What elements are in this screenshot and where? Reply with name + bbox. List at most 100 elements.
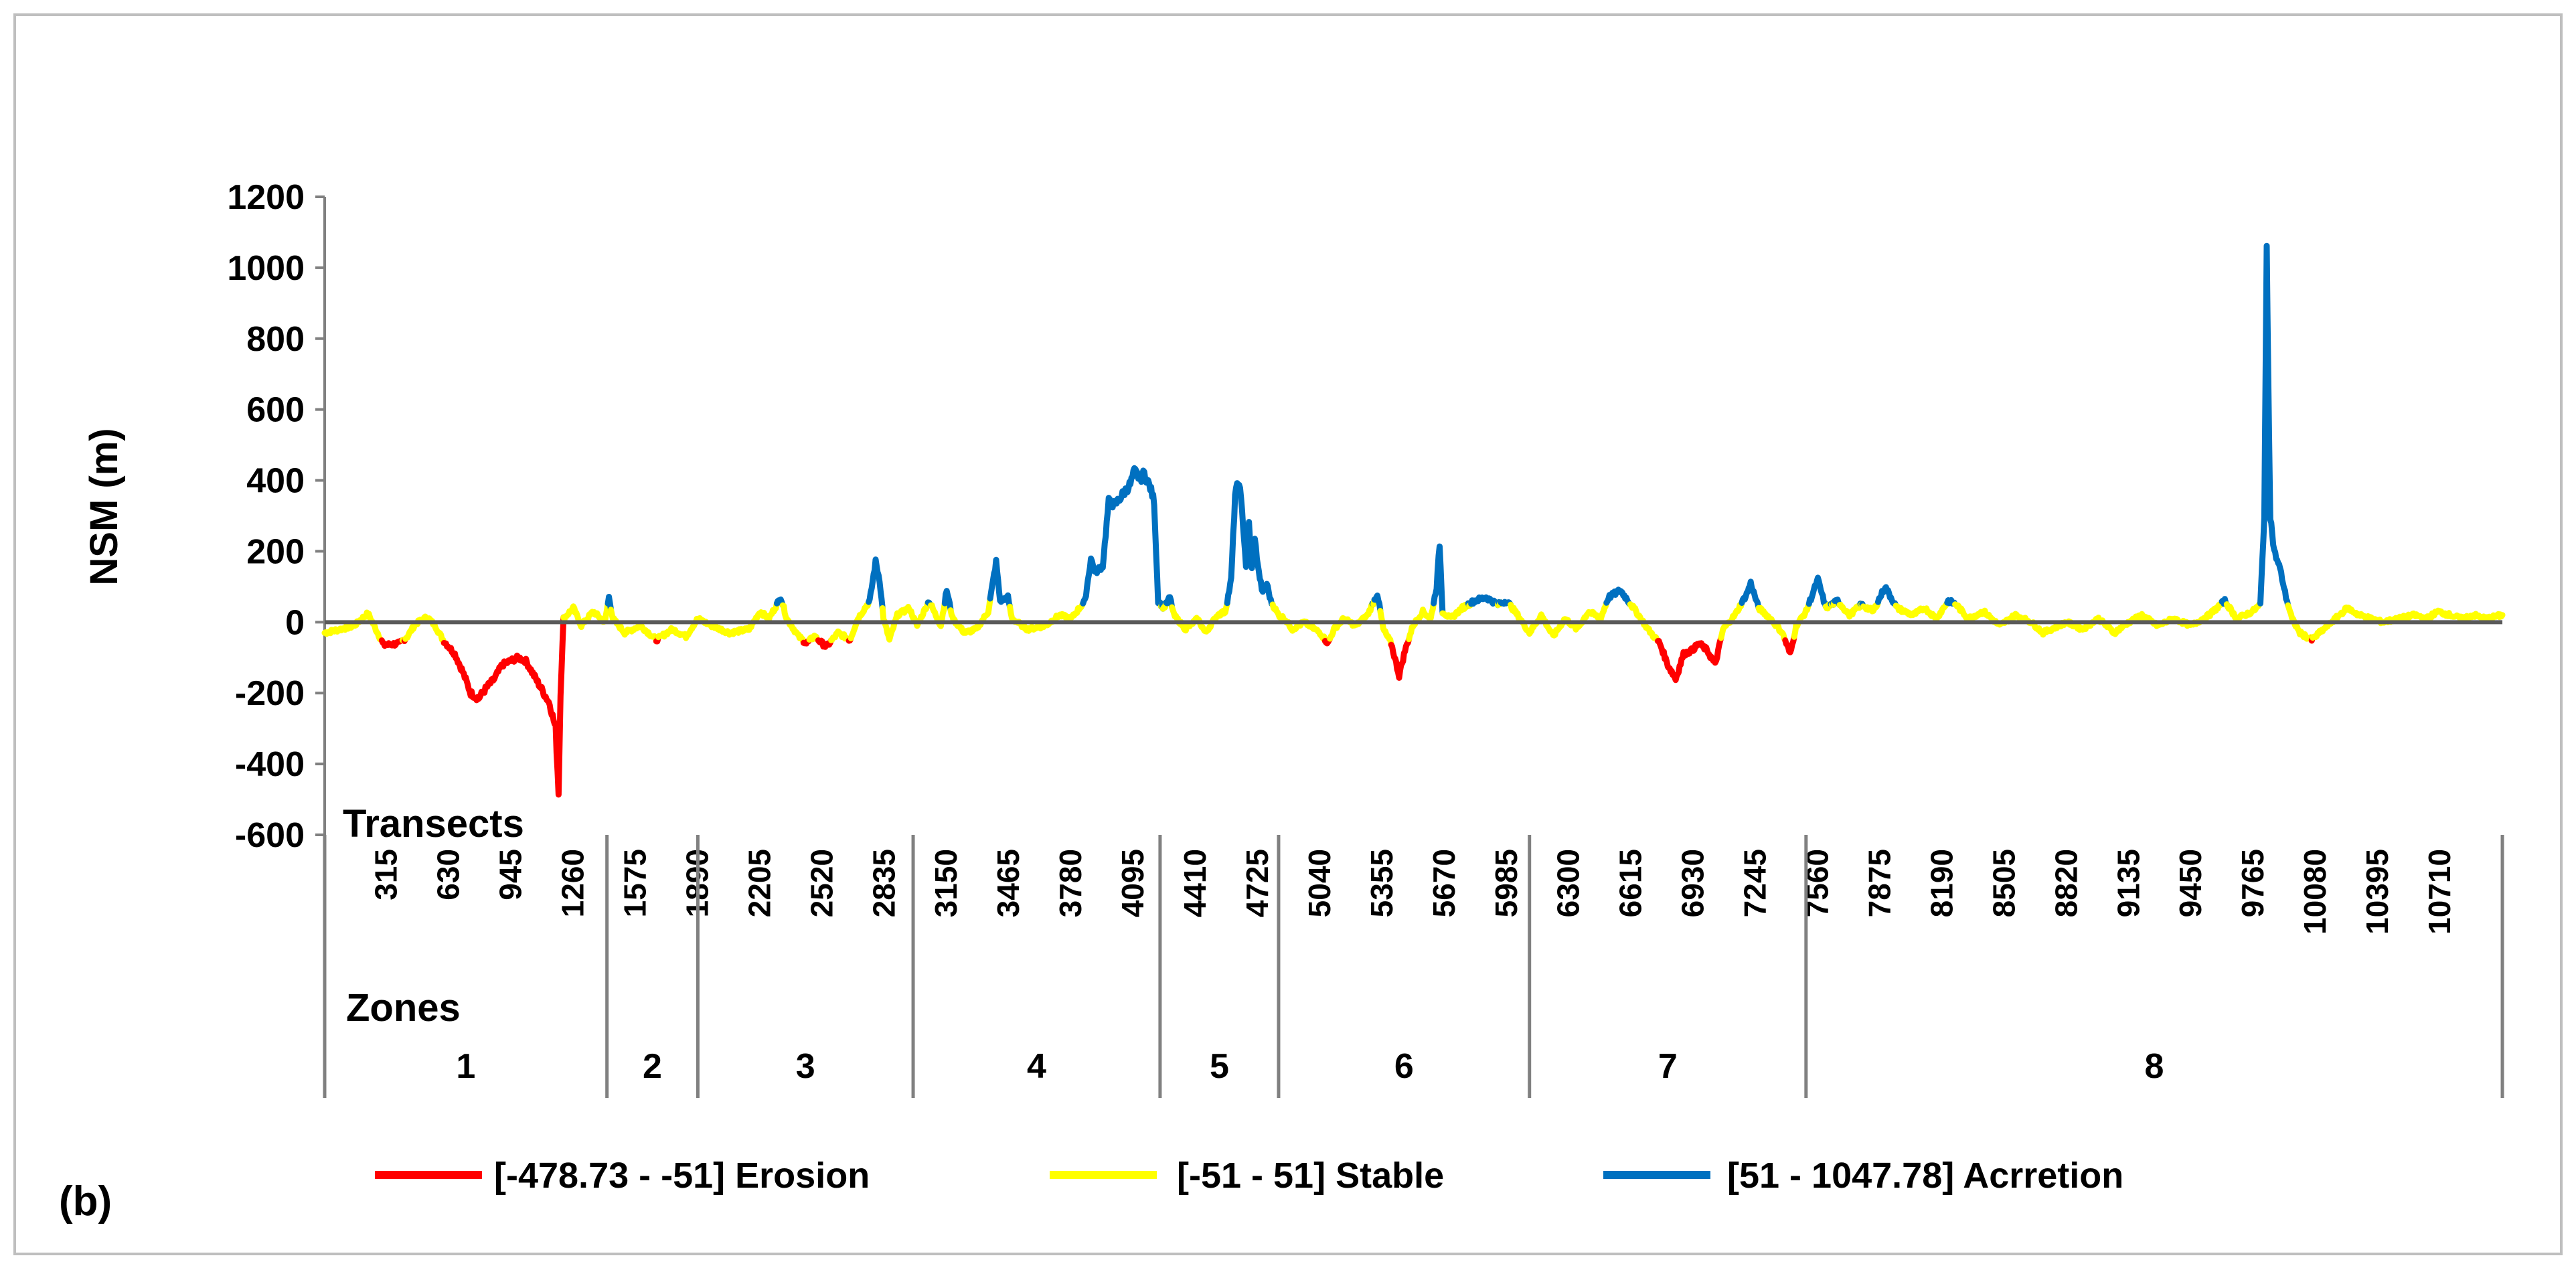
x-tick-label: 4410: [1178, 849, 1212, 917]
x-tick-label: 7245: [1738, 849, 1773, 917]
x-tick-label: 6300: [1551, 849, 1586, 917]
legend-label-accretion: [51 - 1047.78] Acrretion: [1727, 1156, 2123, 1196]
series-segment-stable: [2285, 602, 2315, 644]
x-tick-label: 9765: [2235, 849, 2270, 917]
x-tick-label: 8820: [2048, 849, 2083, 917]
series-segment-accretion: [866, 556, 886, 611]
series-segment-erosion: [378, 637, 406, 649]
legend-label-erosion: [-478.73 - -51] Erosion: [494, 1156, 870, 1196]
legend: [-478.73 - -51] Erosion [-51 - 51] Stabl…: [375, 1156, 2123, 1196]
zone-label: 4: [1027, 1047, 1046, 1086]
x-tick-label: 630: [431, 849, 466, 900]
x-axis-tick-labels: 3156309451260157518902205252028353150346…: [369, 849, 2457, 935]
series-segment-stable: [1439, 600, 1471, 620]
y-tick-label: 600: [246, 391, 305, 430]
x-tick-label: 1260: [556, 849, 590, 917]
y-tick-label: 1200: [227, 178, 305, 217]
series-segment-stable: [828, 628, 852, 644]
series-segment-stable: [1893, 599, 1951, 623]
legend-label-stable: [-51 - 51] Stable: [1177, 1156, 1444, 1196]
x-tick-label: 4095: [1115, 849, 1150, 917]
x-tick-label: 9135: [2111, 849, 2146, 917]
x-tick-label: 2520: [804, 849, 839, 917]
series-segment-accretion: [1163, 594, 1176, 611]
series-segment-accretion: [1603, 586, 1633, 608]
y-tick-label: -600: [235, 816, 305, 855]
series-segment-accretion: [1431, 543, 1446, 617]
zone-label: 5: [1210, 1047, 1229, 1086]
series-segment-accretion: [1739, 578, 1762, 611]
series-segment-stable: [2310, 605, 2506, 641]
zone-label: 2: [643, 1047, 662, 1086]
x-tick-label: 5355: [1364, 849, 1399, 917]
y-axis-title: NSM (m): [82, 428, 126, 585]
x-tick-label: 1575: [618, 849, 653, 917]
x-tick-label: 3780: [1053, 849, 1088, 917]
series-segment-stable: [1836, 601, 1864, 620]
x-tick-label: 945: [493, 849, 528, 900]
series-segment-accretion: [773, 597, 786, 609]
series-segment-stable: [779, 602, 807, 646]
zones-title: Zones: [346, 986, 461, 1030]
series-segment-stable: [1007, 600, 1086, 634]
x-tick-label: 5985: [1489, 849, 1524, 917]
y-tick-label: -200: [235, 674, 305, 713]
zone-label: 6: [1394, 1047, 1414, 1086]
series-segment-stable: [655, 600, 780, 641]
series-segment-stable: [1860, 599, 1881, 615]
series-segment-accretion: [1224, 480, 1276, 608]
zone-labels: 1 2 3 4 5 6 7 8: [456, 1047, 2164, 1086]
x-tick-label: 2835: [866, 849, 901, 917]
series-segment-accretion: [2257, 242, 2291, 609]
series-segment-accretion: [1080, 465, 1164, 610]
series-segment-erosion: [1782, 633, 1797, 655]
x-tick-label: 6930: [1676, 849, 1710, 917]
series-segment-accretion: [1371, 592, 1384, 615]
zone-label: 1: [456, 1047, 475, 1086]
x-tick-label: 315: [369, 849, 404, 900]
legend-item-erosion: [-478.73 - -51] Erosion: [375, 1156, 870, 1196]
series-segment-accretion: [605, 594, 615, 613]
x-tick-label: 2205: [742, 849, 777, 917]
y-axis-ticks: -600 -400 -200 0 200 400 600 800 1000 1200: [227, 178, 325, 855]
y-tick-label: 200: [246, 532, 305, 571]
y-tick-label: 0: [285, 603, 305, 642]
panel-label: (b): [59, 1178, 112, 1224]
series-segment-stable: [2223, 600, 2263, 623]
series-segment-stable: [947, 595, 993, 636]
x-tick-label: 10395: [2360, 849, 2395, 935]
x-tick-label: 7875: [1862, 849, 1897, 917]
zone-label: 8: [2144, 1047, 2164, 1086]
series-segment-stable: [848, 599, 872, 641]
series-segment-accretion: [1875, 584, 1899, 609]
y-tick-label: 1000: [227, 249, 305, 288]
zone-label: 3: [796, 1047, 815, 1086]
x-tick-label: 5670: [1427, 849, 1461, 917]
series-segment-stable: [879, 599, 931, 643]
series-segment-stable: [1791, 601, 1812, 640]
y-tick-label: 800: [246, 320, 305, 359]
x-tick-label: 8505: [1986, 849, 2021, 917]
series-segment-stable: [1508, 599, 1610, 639]
x-tick-label: 9450: [2173, 849, 2208, 917]
series-segment-erosion: [440, 614, 567, 798]
x-tick-label: 10080: [2298, 849, 2332, 935]
series-segment-accretion: [987, 556, 1014, 610]
zone-label: 7: [1658, 1047, 1678, 1086]
series-segment-erosion: [815, 637, 835, 650]
series-segment-stable: [608, 607, 659, 645]
y-tick-label: 400: [246, 462, 305, 501]
x-tick-label: 4725: [1240, 849, 1275, 917]
x-tick-label: 6615: [1613, 849, 1648, 917]
x-tick-label: 3465: [991, 849, 1026, 917]
series-segment-accretion: [1805, 574, 1829, 610]
data-series: [321, 242, 2506, 798]
series-segment-stable: [1269, 601, 1328, 644]
legend-item-stable: [-51 - 51] Stable: [1050, 1156, 1444, 1196]
figure-frame: [13, 13, 2563, 1255]
series-segment-accretion: [941, 588, 954, 614]
series-segment-erosion: [1388, 636, 1413, 681]
x-tick-label: 3150: [929, 849, 963, 917]
series-segment-stable: [1952, 599, 2225, 638]
